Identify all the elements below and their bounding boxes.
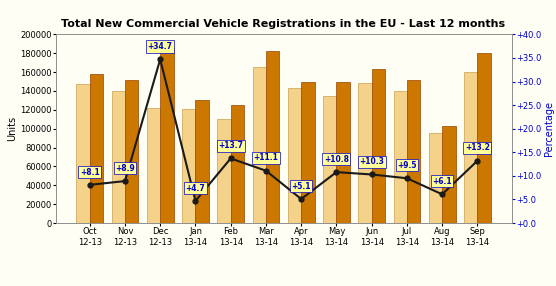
Text: +5.1: +5.1	[291, 182, 311, 191]
Bar	[478, 53, 491, 223]
Bar	[217, 119, 231, 223]
Text: +8.1: +8.1	[80, 168, 100, 176]
Text: +34.7: +34.7	[148, 42, 173, 51]
Text: +8.9: +8.9	[115, 164, 135, 173]
Bar	[266, 51, 279, 223]
Text: +10.8: +10.8	[324, 155, 349, 164]
Bar	[252, 67, 266, 223]
Bar	[442, 126, 455, 223]
Bar	[125, 80, 138, 223]
Bar	[112, 91, 125, 223]
Text: +11.1: +11.1	[254, 153, 279, 162]
Bar	[196, 100, 209, 223]
Bar	[231, 105, 244, 223]
Bar	[464, 72, 478, 223]
Text: +4.7: +4.7	[186, 184, 205, 192]
Bar	[182, 109, 196, 223]
Text: +6.1: +6.1	[433, 177, 452, 186]
Bar	[288, 88, 301, 223]
Text: +13.7: +13.7	[218, 141, 243, 150]
Bar	[429, 133, 442, 223]
Bar	[336, 82, 350, 223]
Bar	[147, 108, 160, 223]
Title: Total New Commercial Vehicle Registrations in the EU - Last 12 months: Total New Commercial Vehicle Registratio…	[62, 19, 505, 29]
Bar	[160, 48, 173, 223]
Bar	[323, 96, 336, 223]
Text: +10.3: +10.3	[359, 157, 384, 166]
Bar	[358, 84, 371, 223]
Y-axis label: Percentage: Percentage	[544, 101, 554, 156]
Text: +9.5: +9.5	[397, 161, 416, 170]
Bar	[407, 80, 420, 223]
Bar	[301, 82, 315, 223]
Y-axis label: Units: Units	[7, 116, 17, 141]
Bar	[371, 69, 385, 223]
Bar	[90, 74, 103, 223]
Bar	[394, 91, 407, 223]
Bar	[76, 84, 90, 223]
Text: +13.2: +13.2	[465, 144, 490, 152]
